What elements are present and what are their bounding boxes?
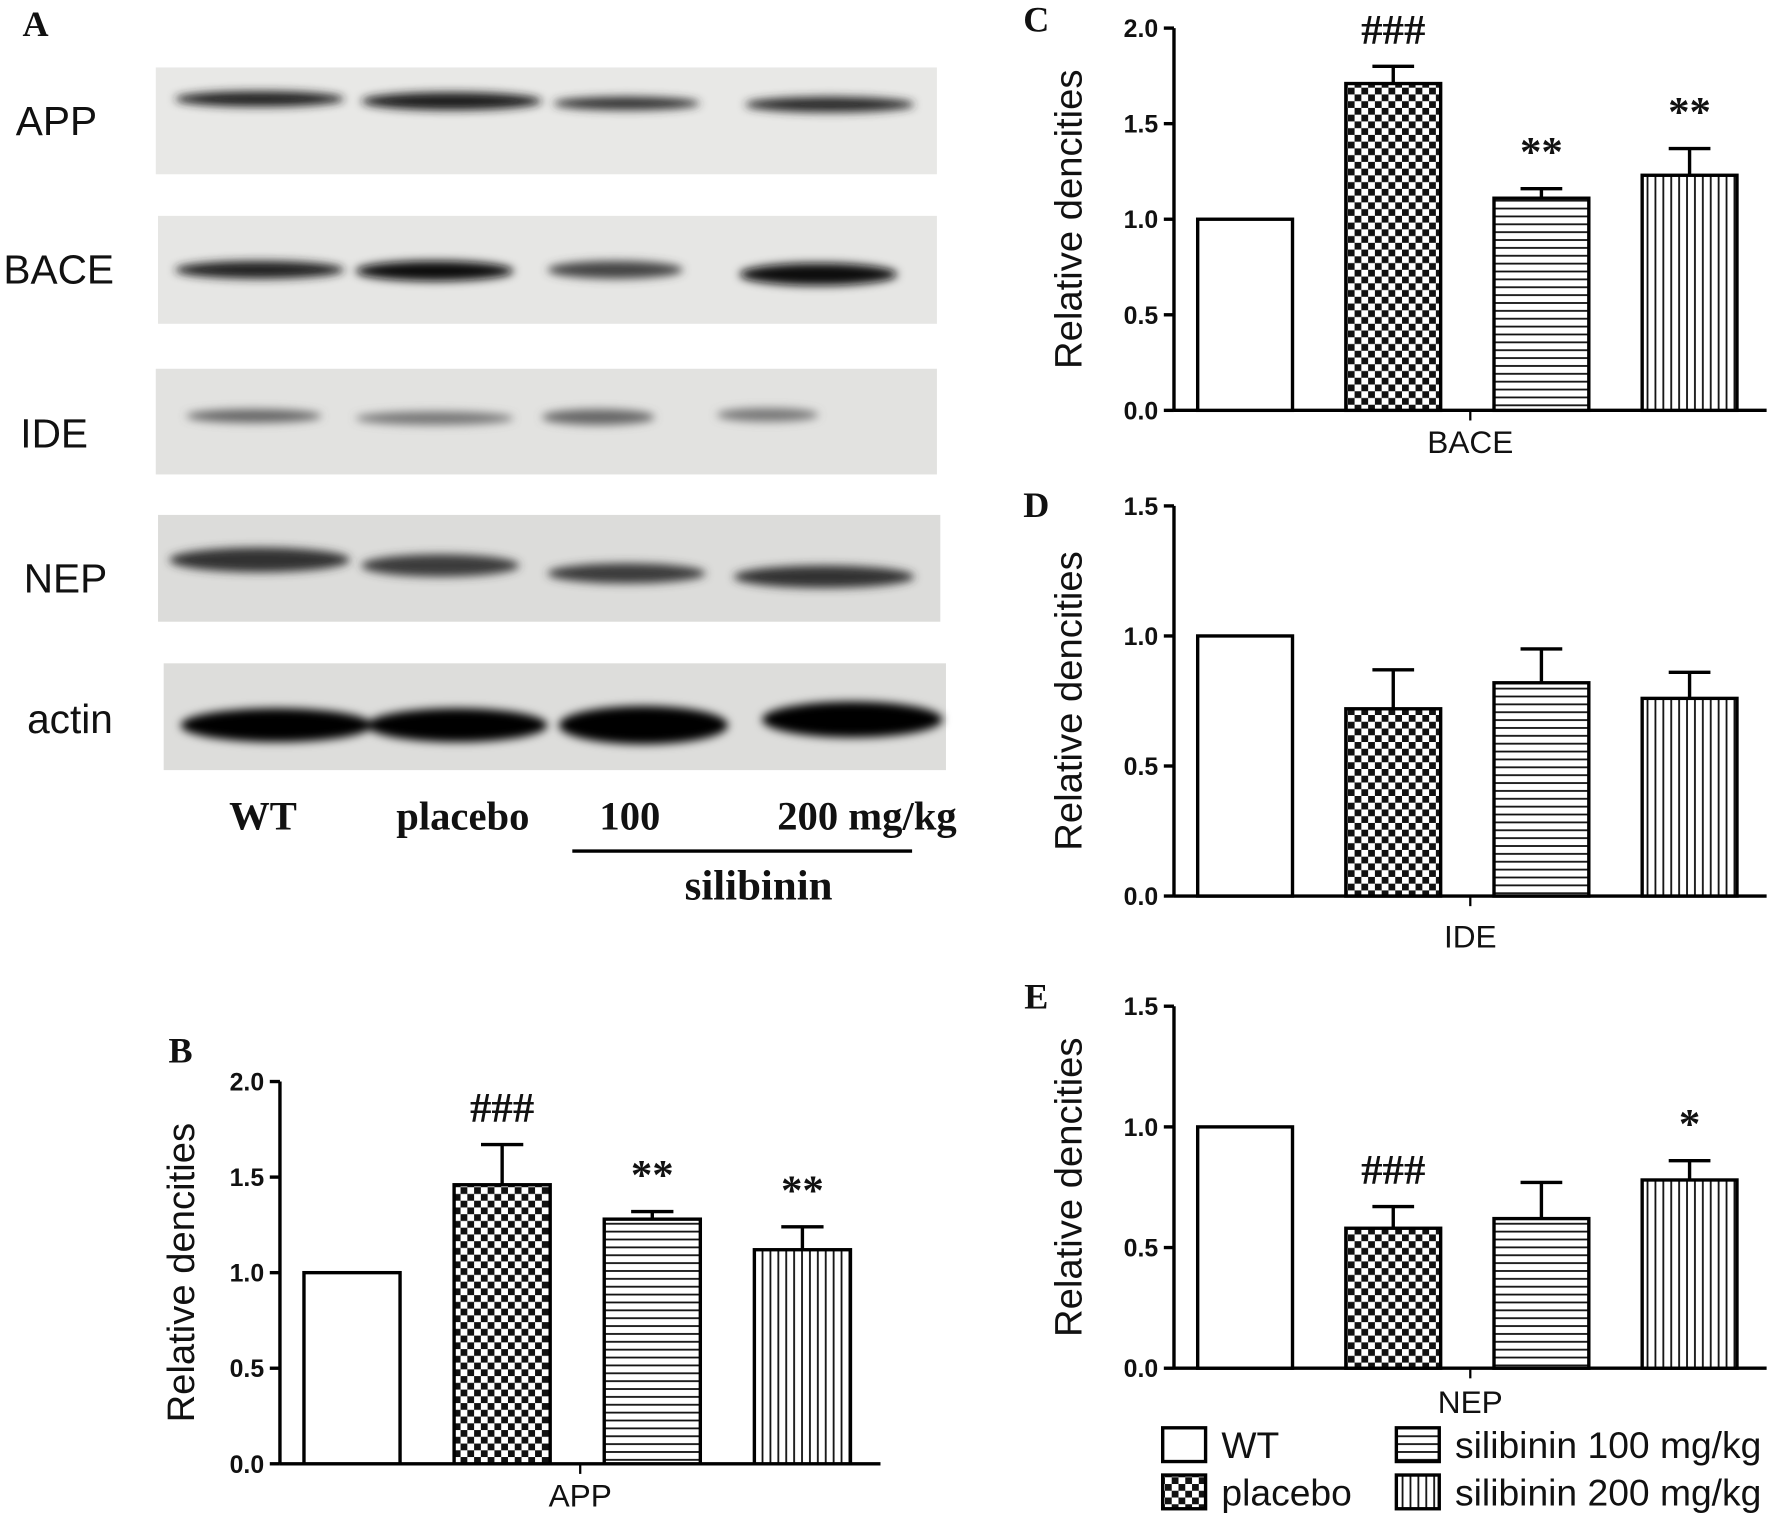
bar	[1344, 1226, 1443, 1370]
bar	[452, 1183, 552, 1466]
y-tick-label: 1.0	[1124, 624, 1159, 651]
y-tick-label: 1.0	[1124, 207, 1159, 234]
y-tick-label: 1.5	[1124, 994, 1159, 1021]
y-tick-label: 2.0	[1124, 16, 1159, 43]
y-axis-label: Relative dencities	[160, 1123, 203, 1423]
bar	[1195, 217, 1295, 413]
y-axis-label: Relative dencities	[1047, 69, 1090, 369]
panel-label: B	[169, 1030, 193, 1070]
legend-swatch	[1394, 1426, 1441, 1464]
y-tick-label: 0.5	[230, 1356, 265, 1383]
group-label: silibinin	[685, 862, 833, 909]
bar	[1492, 1216, 1591, 1370]
y-tick-label: 1.5	[1124, 112, 1159, 139]
legend-label: silibinin 100 mg/kg	[1455, 1424, 1761, 1466]
bar	[752, 1248, 853, 1466]
bar	[302, 1270, 402, 1466]
row-label: IDE	[20, 411, 88, 457]
y-tick-label: 1.0	[1124, 1115, 1159, 1142]
y-tick-label: 0.5	[1124, 1236, 1159, 1263]
y-tick-label: 1.5	[230, 1165, 265, 1192]
row-label: APP	[16, 98, 97, 144]
row-label: NEP	[24, 556, 108, 602]
bar	[1640, 173, 1739, 413]
y-axis-label: Relative dencities	[1047, 1037, 1090, 1337]
bar	[1492, 196, 1591, 413]
legend-label: silibinin 200 mg/kg	[1455, 1471, 1761, 1513]
legend-swatch	[1160, 1473, 1208, 1511]
significance-label: **	[631, 1152, 674, 1199]
y-tick-label: 0.5	[1124, 303, 1159, 330]
significance-label: *	[1679, 1101, 1700, 1148]
x-tick-label: NEP	[1438, 1384, 1503, 1420]
y-tick-label: 1.5	[1124, 494, 1159, 521]
panel-label: C	[1023, 0, 1049, 39]
significance-label: ###	[470, 1085, 534, 1132]
lane-label: WT	[229, 794, 297, 839]
bar	[602, 1217, 703, 1466]
significance-label: **	[1520, 129, 1563, 176]
x-tick-label: IDE	[1444, 919, 1497, 955]
y-tick-label: 2.0	[230, 1070, 265, 1097]
panel-label: D	[1023, 485, 1049, 525]
legend-swatch	[1394, 1473, 1441, 1511]
y-axis-label: Relative dencities	[1047, 551, 1090, 851]
lane-label: placebo	[396, 794, 529, 839]
x-tick-label: APP	[549, 1478, 612, 1514]
y-tick-label: 0.0	[1124, 398, 1159, 425]
row-label: actin	[27, 696, 113, 742]
row-label: BACE	[3, 246, 114, 292]
legend-label: placebo	[1221, 1471, 1351, 1513]
legend-swatch	[1160, 1426, 1208, 1464]
bar	[1492, 681, 1591, 898]
legend-label: WT	[1221, 1424, 1279, 1466]
y-tick-label: 0.0	[1124, 884, 1159, 911]
lane-label: 200 mg/kg	[777, 794, 956, 839]
bar	[1640, 1178, 1739, 1370]
western-blot	[155, 67, 946, 853]
significance-label: ###	[1361, 7, 1425, 54]
significance-label: **	[781, 1167, 824, 1214]
bar	[1640, 696, 1739, 898]
x-tick-label: BACE	[1427, 424, 1513, 460]
panel-label: E	[1024, 977, 1048, 1017]
bar	[1195, 634, 1295, 898]
bar	[1195, 1125, 1295, 1370]
bar	[1344, 707, 1443, 898]
y-tick-label: 1.0	[230, 1261, 265, 1288]
y-tick-label: 0.5	[1124, 754, 1159, 781]
significance-label: **	[1668, 89, 1711, 136]
y-tick-label: 0.0	[230, 1452, 265, 1479]
panel-label: A	[23, 4, 49, 44]
bar	[1344, 81, 1443, 413]
lane-label: 100	[599, 794, 660, 839]
y-tick-label: 0.0	[1124, 1356, 1159, 1383]
significance-label: ###	[1361, 1147, 1425, 1194]
